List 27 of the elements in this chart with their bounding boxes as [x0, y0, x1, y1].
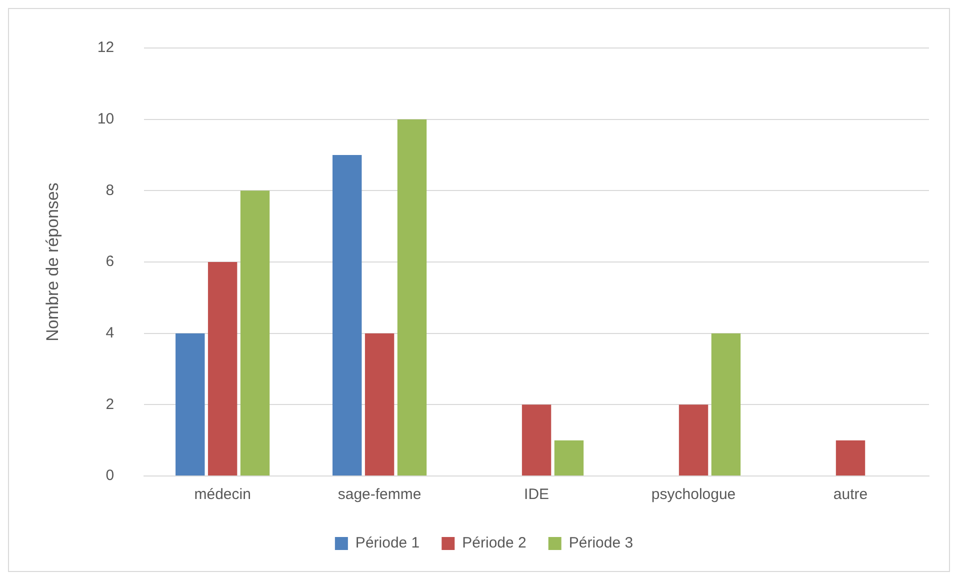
legend-label: Période 2	[462, 534, 526, 552]
bar	[240, 190, 270, 476]
y-tick-label: 8	[106, 182, 114, 199]
y-tick-label: 6	[106, 253, 114, 270]
bar	[711, 333, 741, 476]
bar	[364, 333, 394, 476]
x-tick-label: psychologue	[651, 486, 736, 504]
bar	[554, 440, 584, 476]
y-tick-label: 10	[97, 110, 114, 128]
x-tick-label: sage-femme	[338, 486, 422, 504]
y-tick-label: 12	[97, 39, 114, 56]
bar	[397, 119, 427, 476]
bar	[332, 155, 362, 476]
bar	[208, 262, 238, 476]
x-tick-label: médecin	[194, 486, 251, 504]
bar	[678, 404, 708, 476]
x-tick-label: autre	[833, 486, 868, 504]
y-tick-label: 0	[106, 467, 114, 484]
bar	[836, 440, 866, 476]
legend-label: Période 3	[568, 534, 634, 552]
bar	[522, 404, 552, 476]
y-tick-label: 2	[106, 396, 114, 413]
legend-label: Période 1	[355, 534, 420, 552]
y-axis-title: Nombre de réponses	[42, 182, 62, 342]
x-tick-label: IDE	[524, 486, 550, 504]
y-tick-label: 4	[106, 324, 114, 342]
bar	[176, 333, 205, 476]
